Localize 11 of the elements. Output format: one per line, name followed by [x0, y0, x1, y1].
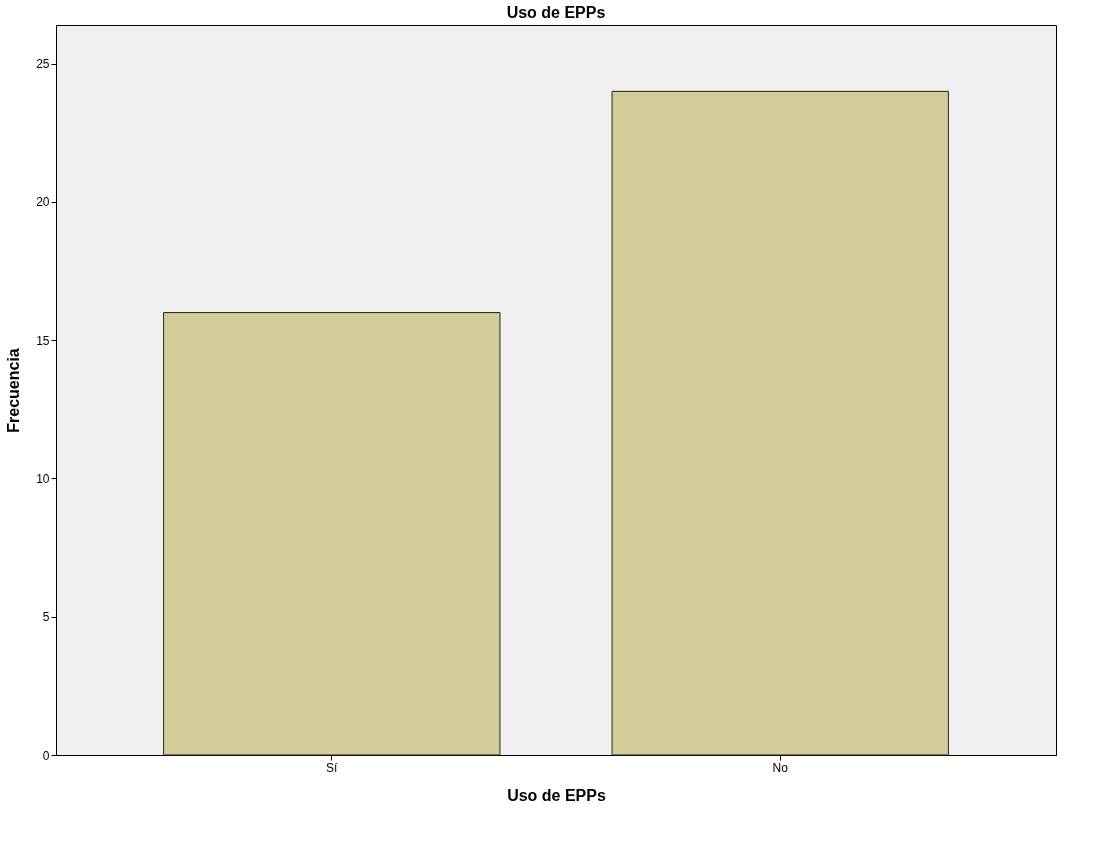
y-tick-label: 25 [36, 57, 50, 72]
y-tick-label: 10 [36, 471, 50, 486]
y-tick-label: 0 [42, 748, 50, 763]
y-tick-label: 5 [42, 610, 50, 625]
x-tick-label: Sí [326, 760, 339, 775]
y-tick-label: 20 [36, 195, 50, 210]
chart-title: Uso de EPPs [506, 4, 606, 21]
y-tick-label: 15 [36, 333, 50, 348]
x-axis-title: Uso de EPPs [507, 786, 606, 804]
x-tick-label: No [772, 760, 789, 775]
y-axis-title: Frecuencia [5, 348, 23, 433]
